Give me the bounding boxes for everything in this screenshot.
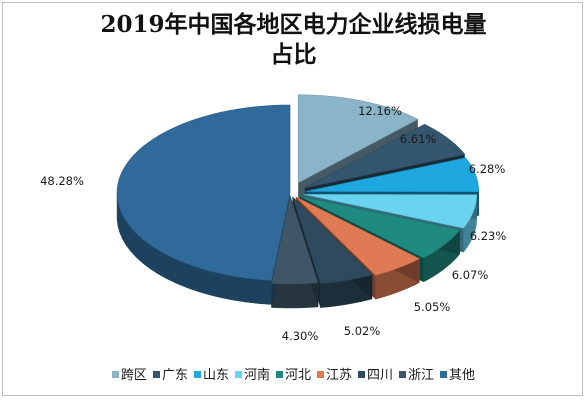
legend-item-1: 广东 (152, 364, 188, 383)
legend-item-0: 跨区 (111, 364, 147, 383)
legend-item-2: 山东 (193, 364, 229, 383)
data-label-0: 12.16% (358, 104, 402, 118)
data-label-7: 4.30% (282, 329, 319, 343)
legend-swatch-1 (152, 371, 160, 378)
pie-slice-0 (297, 94, 419, 184)
legend-label-7: 浙江 (408, 368, 435, 383)
legend-label-4: 河北 (284, 368, 311, 383)
legend-swatch-6 (358, 371, 366, 378)
legend-swatch-3 (234, 371, 242, 378)
pie-slice-2 (305, 157, 479, 193)
data-label-2: 6.28% (469, 162, 506, 176)
legend-label-8: 其他 (449, 368, 476, 383)
legend-item-4: 河北 (275, 364, 311, 383)
pie-slice-1 (304, 124, 466, 189)
pie-slice-7 (271, 194, 319, 285)
legend-label-2: 山东 (202, 368, 229, 383)
legend: 跨区 广东 山东 河南 河北 江苏 四川 浙江 其他 (0, 364, 587, 383)
data-label-1: 6.61% (400, 132, 437, 146)
legend-label-3: 河南 (243, 368, 270, 383)
legend-item-3: 河南 (234, 364, 270, 383)
legend-item-8: 其他 (440, 364, 475, 383)
legend-label-0: 跨区 (120, 368, 147, 383)
legend-swatch-0 (111, 371, 119, 378)
pie-slice-5 (295, 196, 421, 276)
chart-title-line1: 2019年中国各地区电力企业线损电量 (100, 11, 487, 38)
legend-item-5: 江苏 (317, 364, 352, 383)
data-label-8: 48.28% (40, 174, 84, 188)
pie-slice-4 (299, 196, 461, 259)
data-label-4: 6.07% (452, 268, 489, 282)
chart-frame (2, 2, 583, 396)
pie-slice-side-7 (271, 282, 319, 309)
chart-title: 2019年中国各地区电力企业线损电量 占比 (0, 10, 587, 70)
legend-swatch-8 (440, 371, 448, 378)
pie-slice-6 (292, 196, 373, 284)
legend-swatch-7 (399, 371, 407, 378)
legend-label-6: 四川 (367, 368, 394, 383)
data-labels: 12.16% 6.61% 6.28% 6.23% 6.07% 5.05% 5.02% 4.30… (40, 104, 506, 343)
legend-label-1: 广东 (161, 368, 188, 383)
legend-swatch-2 (193, 371, 201, 378)
chart-title-line2: 占比 (270, 41, 317, 68)
legend-swatch-5 (317, 371, 324, 378)
pie-slice-8 (116, 104, 291, 281)
data-label-3: 6.23% (470, 229, 507, 243)
legend-item-7: 浙江 (399, 364, 434, 383)
legend-label-5: 江苏 (326, 368, 353, 383)
data-label-6: 5.02% (344, 324, 381, 338)
pie-slice-3 (303, 194, 478, 229)
pie-tops (116, 94, 479, 285)
legend-swatch-4 (275, 371, 283, 378)
data-label-5: 5.05% (414, 300, 451, 314)
legend-item-6: 四川 (358, 364, 393, 383)
